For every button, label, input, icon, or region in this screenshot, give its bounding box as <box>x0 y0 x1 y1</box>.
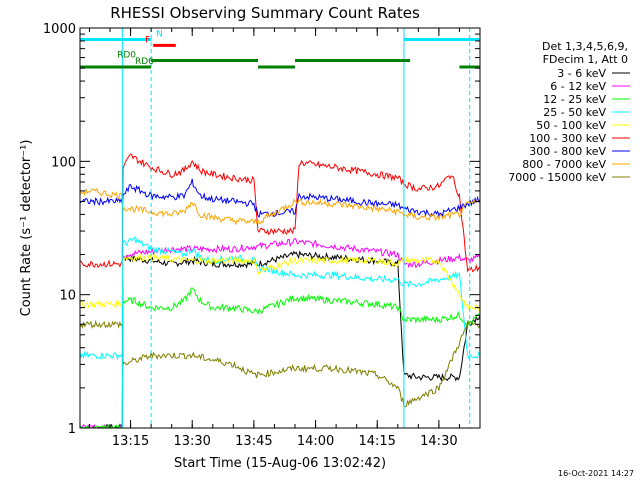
series-line-0 <box>79 250 481 429</box>
x-tick-label-0: 13:15 <box>112 434 149 449</box>
series-line-1 <box>80 237 481 429</box>
chart-title: RHESSI Observing Summary Count Rates <box>110 4 420 22</box>
legend-label-1: 6 - 12 keV <box>550 80 606 93</box>
y-axis-label: Count Rate (s⁻¹ detector⁻¹) <box>19 140 34 317</box>
flag-label-2: RD0 <box>117 51 136 61</box>
flag-label-0: N <box>156 29 163 39</box>
legend: Det 1,3,4,5,6,9,FDecim 1, Att 03 - 6 keV… <box>508 40 630 184</box>
flag-label-1: F <box>145 35 150 45</box>
series-line-5 <box>79 153 481 273</box>
legend-label-0: 3 - 6 keV <box>557 67 606 80</box>
series-line-7 <box>79 187 481 226</box>
plot-frame <box>79 27 481 429</box>
legend-label-2: 12 - 25 keV <box>543 93 606 106</box>
x-tick-label-2: 13:45 <box>235 434 272 449</box>
legend-label-6: 300 - 800 keV <box>529 145 606 158</box>
x-tick-label-3: 14:00 <box>297 434 334 449</box>
y-tick-label-1: 10 <box>59 289 76 304</box>
y-tick-label-0: 1 <box>68 422 76 437</box>
series-line-4 <box>79 252 481 312</box>
x-axis-label: Start Time (15-Aug-06 13:02:42) <box>174 456 386 471</box>
legend-label-4: 50 - 100 keV <box>536 119 606 132</box>
y-tick-label-2: 100 <box>51 155 76 170</box>
y-tick-label-3: 1000 <box>43 22 76 37</box>
x-tick-label-1: 13:30 <box>173 434 210 449</box>
series-line-2 <box>79 287 481 430</box>
flag-label-3: RD6 <box>135 57 154 67</box>
legend-label-3: 25 - 50 keV <box>543 106 606 119</box>
legend-header-1: FDecim 1, Att 0 <box>543 53 628 66</box>
x-tick-label-4: 14:15 <box>358 434 395 449</box>
legend-label-8: 7000 - 15000 keV <box>508 171 606 184</box>
legend-label-5: 100 - 300 keV <box>529 132 606 145</box>
legend-label-7: 800 - 7000 keV <box>522 158 606 171</box>
series-line-8 <box>79 319 481 408</box>
timestamp: 16-Oct-2021 14:27 <box>558 469 634 478</box>
legend-header-0: Det 1,3,4,5,6,9, <box>542 40 628 53</box>
series-line-3 <box>79 236 481 361</box>
x-tick-label-5: 14:30 <box>420 434 457 449</box>
series-line-6 <box>79 178 481 218</box>
